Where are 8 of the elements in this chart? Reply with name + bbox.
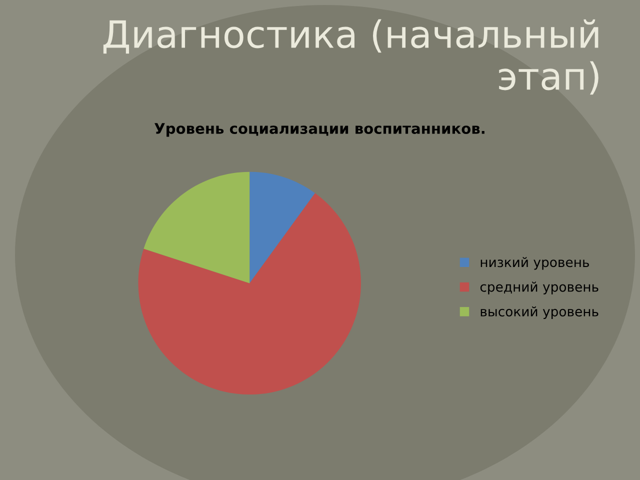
legend-label: низкий уровень <box>480 257 589 270</box>
pie-slice <box>144 172 250 284</box>
chart-title: Диагностика (начальный этап) <box>103 19 598 95</box>
legend-label: средний уровень <box>480 282 598 294</box>
pie-slice <box>250 172 316 284</box>
legend-label: высокий уровень <box>480 306 598 320</box>
pie-slice <box>138 193 361 395</box>
chart-subtitle: Уровень социализации воспитанников. <box>154 123 484 137</box>
